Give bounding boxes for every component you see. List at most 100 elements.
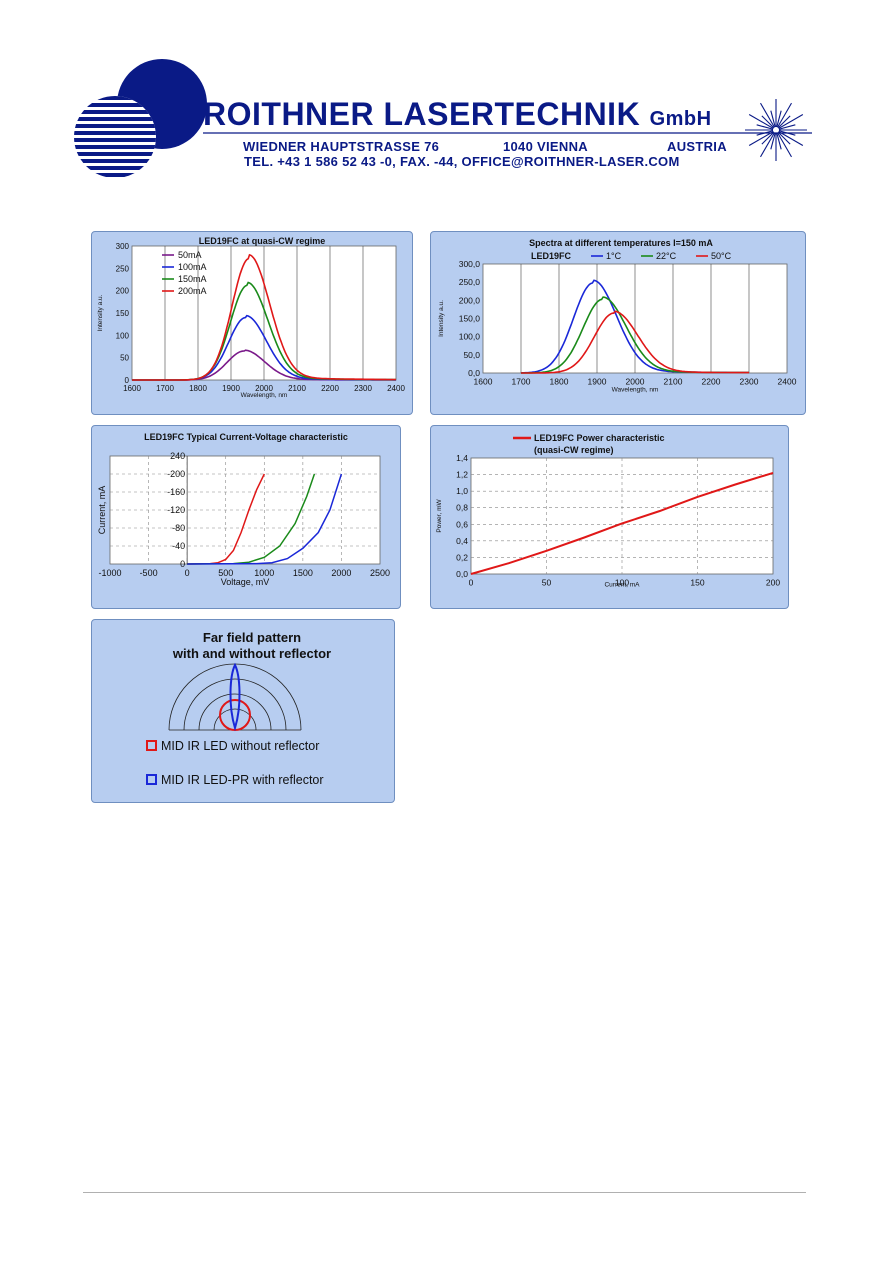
logo-striped-circle	[74, 96, 156, 178]
far-field-diagram: Far field pattern with and without refle…	[146, 630, 331, 787]
legend-red-marker	[146, 740, 157, 751]
y-tick-label: 240	[170, 451, 185, 461]
x-tick-label: 2200	[702, 377, 721, 387]
x-tick-label: 1500	[293, 568, 313, 578]
y-tick-label: 0,8	[456, 503, 468, 513]
y-tick-label: 250,0	[459, 277, 481, 287]
x-tick-label: 1700	[156, 384, 174, 393]
y-tick-label: -120	[167, 505, 185, 515]
legend-label: 150mA	[178, 274, 207, 284]
star-ray	[777, 132, 792, 158]
series-line-3	[132, 253, 396, 381]
star-ray	[748, 131, 774, 146]
x-tick-label: 1900	[588, 377, 607, 387]
chart-panel-spectra-current: 0 50 100 150 200 250 300 1600 1700 1800 1900 2000 21…	[91, 231, 413, 415]
x-tick-label: 200	[766, 578, 780, 588]
x-tick-label: 100	[615, 578, 629, 588]
x-tick-label: -500	[140, 568, 158, 578]
y-tick-label: 0,0	[456, 569, 468, 579]
x-tick-label: 2000	[331, 568, 351, 578]
x-tick-label: 1800	[550, 377, 569, 387]
x-tick-label: 0	[469, 578, 474, 588]
legend-label: 50mA	[178, 250, 202, 260]
legend-label: 200mA	[178, 286, 207, 296]
x-tick-label: 2500	[370, 568, 390, 578]
x-tick-label: 2000	[255, 384, 273, 393]
series-line-0	[470, 471, 774, 575]
address-line: WIEDNER HAUPTSTRASSE 76 1040 VIENNA AUSTRI…	[243, 139, 727, 154]
star-ray	[760, 132, 775, 158]
y-tick-label: 50,0	[463, 350, 480, 360]
star-ray	[761, 131, 775, 145]
y-axis-label: Power, mW	[436, 499, 443, 533]
x-tick-label: 1700	[512, 377, 531, 387]
star-ray	[770, 110, 776, 128]
x-tick-label: 1600	[123, 384, 141, 393]
series-line-2	[187, 473, 343, 565]
y-tick-label: 1,0	[456, 486, 468, 496]
chart-panel-spectra-temperature: 0,0 50,0 100,0 150,0 200,0 250,0 300,0 1600 1700…	[430, 231, 806, 415]
address-city: 1040 VIENNA	[503, 139, 588, 154]
chart-panel-power: 0,0 0,2 0,4 0,6 0,8 1,0 1,2 1,4 0 50 100 150 200 Curr…	[430, 425, 789, 609]
y-axis-label: Intensity a.u.	[97, 294, 104, 331]
legend-title: LED19FC	[531, 251, 572, 261]
y-tick-label: 100,0	[459, 332, 481, 342]
far-field-arcs	[168, 663, 302, 731]
address-street: WIEDNER HAUPTSTRASSE 76	[243, 139, 440, 154]
star-ray	[778, 124, 796, 130]
chart-power: 0,0 0,2 0,4 0,6 0,8 1,0 1,2 1,4 0 50 100 150 200 Curr…	[436, 433, 780, 589]
y-tick-label: 1,2	[456, 470, 468, 480]
address-country: AUSTRIA	[667, 139, 727, 154]
star-ray	[760, 102, 775, 128]
legend-blue-label: MID IR LED-PR with reflector	[161, 773, 324, 787]
legend-label: 50°C	[711, 251, 732, 261]
x-tick-label: 2300	[740, 377, 759, 387]
y-axis-label: Current, mA	[97, 486, 107, 535]
y-tick-label: 150,0	[459, 314, 481, 324]
star-ray	[777, 102, 792, 128]
y-tick-label: 300	[116, 242, 130, 251]
x-tick-label: 2300	[354, 384, 372, 393]
y-tick-label: 0,6	[456, 519, 468, 529]
far-field-blue-lobe	[229, 662, 241, 732]
star-ray	[756, 124, 774, 130]
company-suffix: GmbH	[649, 108, 712, 130]
chart-title-line2: (quasi-CW regime)	[534, 445, 614, 455]
contact-line: TEL. +43 1 586 52 43 -0, FAX. -44, OFFIC…	[244, 154, 680, 169]
y-tick-label: -200	[167, 469, 185, 479]
x-tick-label: 150	[690, 578, 704, 588]
y-tick-label: 50	[120, 354, 129, 363]
company-logo	[74, 59, 812, 178]
legend-label: 100mA	[178, 262, 207, 272]
chart-title: LED19FC Typical Current-Voltage characte…	[144, 432, 348, 442]
far-field-title-line1: Far field pattern	[203, 630, 301, 645]
star-ray	[770, 132, 776, 150]
chart-spectra-current: 0 50 100 150 200 250 300 1600 1700 1800 1900 2000 21…	[97, 236, 405, 399]
y-tick-label: 100	[116, 331, 130, 340]
x-axis-label: Wavelength, nm	[241, 392, 288, 399]
y-tick-label: 0	[125, 376, 130, 385]
y-tick-label: 0,2	[456, 552, 468, 562]
x-tick-label: 2100	[664, 377, 683, 387]
y-tick-label: 200	[116, 287, 130, 296]
legend-label: 22°C	[656, 251, 677, 261]
chart-title: Spectra at different temperatures I=150 …	[529, 238, 713, 248]
star-ray	[776, 110, 782, 128]
legend-label: 1°C	[606, 251, 622, 261]
far-field-panel: Far field pattern with and without refle…	[91, 619, 395, 803]
star-burst-icon	[745, 99, 807, 161]
x-tick-label: 2400	[387, 384, 405, 393]
far-field-title-line2: with and without reflector	[172, 646, 331, 661]
x-axis-label: Current, mA	[604, 582, 640, 589]
chart-title: LED19FC at quasi-CW regime	[199, 236, 326, 246]
star-ray	[761, 115, 775, 129]
company-name-text: ROITHNER LASERTECHNIK	[203, 96, 641, 132]
x-tick-label: 1000	[254, 568, 274, 578]
y-tick-label: -40	[172, 541, 185, 551]
y-tick-label: 300,0	[459, 259, 481, 269]
y-tick-label: 0,0	[468, 368, 480, 378]
y-tick-label: 200,0	[459, 295, 481, 305]
chart-current-voltage: 0 -40 -80 -120 -160 -200 240 -1000 -500 0 500 1000 1…	[97, 432, 390, 587]
star-ray	[778, 114, 804, 129]
star-ray	[778, 131, 804, 146]
